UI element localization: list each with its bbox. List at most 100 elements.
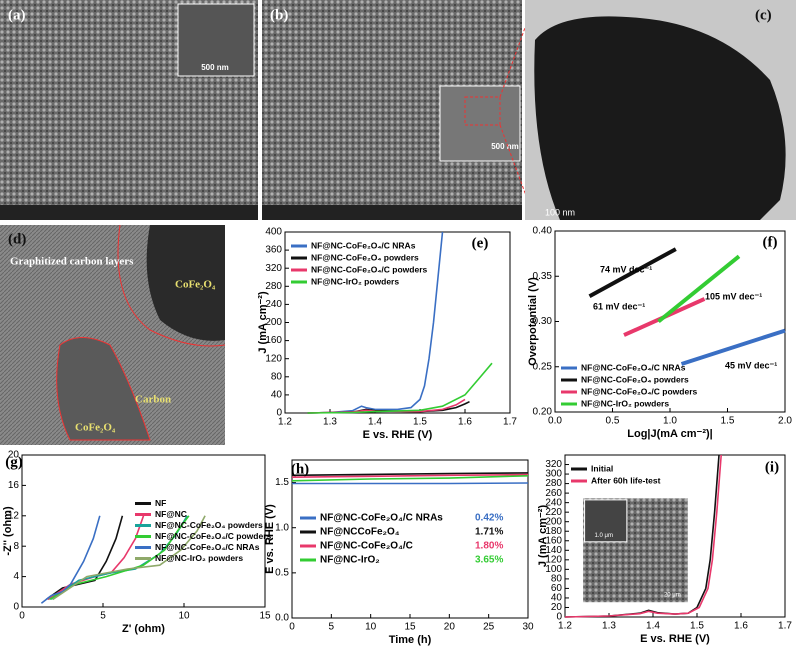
scale-bar-label: 500 nm — [491, 142, 519, 151]
annotation: 74 mV dec⁻¹ — [600, 264, 652, 274]
legend-label: NF@NC-IrO₂ — [320, 555, 380, 566]
x-tick-label: 1.5 — [690, 621, 704, 632]
x-tick-label: 1.5 — [721, 416, 735, 427]
note: Carbon — [135, 394, 171, 406]
y-tick-label: 220 — [545, 507, 562, 518]
x-tick-label: 1.7 — [503, 417, 517, 428]
x-tick-label: 1.6 — [734, 621, 748, 632]
x-tick-label: 10 — [365, 622, 377, 633]
legend-label: NF@NC — [155, 509, 187, 519]
series-line — [588, 247, 677, 298]
x-tick-label: 0.5 — [606, 416, 620, 427]
legend-label: NF@NC-CoFe₂O₄/C powders — [581, 386, 698, 396]
y-tick-label: 320 — [265, 263, 282, 274]
series-line — [291, 473, 529, 478]
legend-label: NF@NC-CoFe₂O₄/C NRAs — [155, 542, 260, 552]
y-tick-label: 320 — [545, 459, 562, 470]
note: CoFe₂O₄ — [75, 422, 116, 434]
y-tick-label: 16 — [8, 480, 20, 491]
plot-frame — [21, 454, 266, 608]
legend-label: After 60h life-test — [591, 475, 661, 485]
crystal — [146, 225, 225, 341]
legend-label: NF@NCCoFe₂O₄ — [320, 527, 400, 538]
legend-label: NF@NC-IrO₂ powders — [581, 398, 669, 408]
crystal — [56, 337, 151, 441]
series-line — [307, 362, 493, 414]
y-tick-label: 40 — [551, 593, 563, 604]
x-axis-label: Log|J(mA cm⁻²)| — [627, 428, 713, 440]
series-line — [291, 475, 529, 482]
inset-zoom — [584, 499, 628, 543]
legend-label: NF@NC-CoFe₂O₄ powders — [311, 252, 419, 262]
particle — [534, 16, 786, 220]
y-tick-label: 160 — [265, 335, 282, 346]
x-tick-label: 5 — [100, 611, 106, 622]
y-tick-label: 280 — [265, 281, 282, 292]
x-tick-label: 1.5 — [413, 417, 427, 428]
x-tick-label: 25 — [483, 622, 495, 633]
y-tick-label: 0 — [276, 408, 282, 419]
panel-label: (e) — [472, 235, 489, 251]
y-axis-label: J (mA cm⁻²) — [257, 291, 269, 354]
y-tick-label: 0 — [13, 602, 19, 613]
annotation: 61 mV dec⁻¹ — [593, 301, 645, 311]
series-line — [45, 515, 124, 601]
y-axis-label: -Z'' (ohm) — [2, 506, 14, 556]
legend-change: 0.42% — [475, 513, 503, 524]
y-tick-label: 20 — [8, 450, 20, 461]
x-axis-label: E vs. RHE (V) — [363, 429, 433, 441]
y-tick-label: 260 — [545, 488, 562, 499]
y-tick-label: 160 — [545, 535, 562, 546]
image-a: (a) 500 nm — [0, 0, 258, 220]
panel-label: (h) — [291, 461, 309, 477]
highlight — [464, 96, 501, 126]
note: Graphitized carbon layers — [10, 256, 134, 268]
legend-label: NF — [155, 498, 166, 508]
legend-label: NF@NC-CoFe₂O₄ powders — [155, 520, 263, 530]
y-tick-label: 12 — [8, 510, 20, 521]
y-tick-label: 0.20 — [533, 407, 553, 418]
image-c: (c) 100 nm — [525, 0, 796, 220]
x-tick-label: 0.0 — [548, 416, 562, 427]
y-tick-label: 4 — [13, 571, 19, 582]
x-tick-label: 2.0 — [778, 416, 792, 427]
x-tick-label: 1.2 — [278, 417, 292, 428]
x-tick-label: 1.6 — [458, 417, 472, 428]
x-tick-label: 1.4 — [368, 417, 382, 428]
y-tick-label: 0.40 — [533, 226, 553, 237]
y-axis-label: E vs. RHE (V) — [264, 504, 276, 574]
y-tick-label: 300 — [545, 469, 562, 480]
y-tick-label: 80 — [551, 574, 563, 585]
panel-label: (d) — [8, 231, 26, 247]
y-tick-label: 1.0 — [275, 522, 289, 533]
y-tick-label: 0.35 — [533, 271, 553, 282]
x-tick-label: 30 — [522, 622, 534, 633]
x-tick-label: 5 — [329, 622, 335, 633]
y-tick-label: 1.5 — [275, 477, 289, 488]
panel-label: (g) — [5, 454, 23, 470]
series-line — [680, 328, 786, 366]
x-tick-label: 20 — [444, 622, 456, 633]
image-d: (d) Graphitized carbon layers CoFe₂O₄ Ca… — [0, 224, 226, 445]
y-tick-label: 0.30 — [533, 316, 553, 327]
scale-bar-label: 500 nm — [201, 63, 229, 72]
x-tick-label: 0 — [19, 611, 25, 622]
x-axis-label: Time (h) — [389, 634, 432, 646]
y-tick-label: 20 — [551, 602, 563, 613]
y-axis-label: Overpotential (V) — [527, 277, 539, 366]
legend-label: NF@NC-CoFe₂O₄/C NRAs — [320, 513, 443, 524]
y-tick-label: 8 — [13, 541, 19, 552]
y-tick-label: 200 — [265, 317, 282, 328]
x-tick-label: 1.3 — [602, 621, 616, 632]
y-tick-label: 240 — [545, 497, 562, 508]
series-line — [40, 515, 101, 604]
scale-bar-label: 100 nm — [545, 207, 575, 217]
legend-label: NF@NC-CoFe₂O₄/C — [320, 541, 413, 552]
zoom-line — [499, 124, 536, 221]
x-axis-label: E vs. RHE (V) — [640, 633, 710, 645]
plot-frame — [564, 454, 786, 618]
series-line — [564, 454, 722, 618]
series-line — [50, 515, 188, 601]
inset — [439, 85, 521, 162]
